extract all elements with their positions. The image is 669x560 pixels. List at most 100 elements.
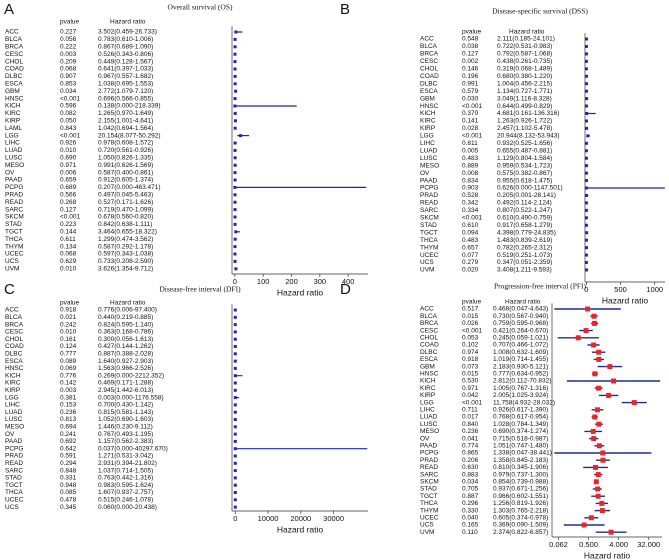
hazard-ratio-label: 0.440(0.219-0.885) bbox=[98, 314, 153, 321]
hazard-ratio-marker bbox=[584, 141, 588, 145]
p-value: 0.610 bbox=[462, 222, 479, 229]
p-value: 0.689 bbox=[60, 184, 77, 191]
row-label: KIRC bbox=[420, 385, 436, 392]
hazard-ratio-label: 0.959(0.534-1.723) bbox=[497, 162, 552, 169]
hazard-ratio-label: 0.519(0.251-1.073) bbox=[497, 252, 552, 259]
hazard-ratio-marker bbox=[233, 208, 237, 212]
hazard-ratio-marker bbox=[607, 364, 613, 370]
hazard-ratio-label: 0.605(0.374-0.978) bbox=[493, 515, 548, 522]
hazard-ratio-marker bbox=[595, 486, 601, 492]
row-label: LUSC bbox=[420, 421, 438, 428]
hazard-ratio-marker bbox=[233, 119, 237, 123]
hazard-ratio-marker bbox=[592, 414, 598, 420]
hazard-ratio-label: 1.446(0.230-9.112) bbox=[98, 424, 153, 431]
p-value: 0.690 bbox=[60, 155, 77, 162]
p-value: 0.142 bbox=[60, 380, 77, 387]
x-axis-label: Hazard ratio bbox=[584, 550, 631, 560]
hazard-ratio-label: 0.438(0.261-0.735) bbox=[497, 58, 552, 65]
x-tick-label: 0.062 bbox=[549, 540, 568, 549]
row-label: SARC bbox=[420, 207, 438, 214]
hazard-ratio-label: 11.758(4.932-28.032) bbox=[493, 399, 555, 406]
p-value: <0.001 bbox=[60, 132, 80, 139]
row-label: DLBC bbox=[420, 80, 438, 87]
p-value: <0.001 bbox=[462, 133, 482, 140]
hazard-ratio-marker bbox=[233, 82, 237, 86]
p-value: 0.008 bbox=[462, 170, 479, 177]
p-value: 0.840 bbox=[462, 421, 479, 428]
row-label: BRCA bbox=[5, 321, 24, 328]
hazard-ratio-marker bbox=[596, 421, 602, 427]
p-value: 0.843 bbox=[60, 125, 77, 132]
x-axis-label: Hazard ratio bbox=[277, 287, 324, 297]
x-tick-label: 500 bbox=[614, 285, 627, 294]
hazard-ratio-label: 20.154(8.077-50.292) bbox=[98, 132, 161, 139]
hazard-ratio-marker bbox=[584, 89, 588, 93]
row-label: PRAD bbox=[5, 192, 23, 199]
hazard-ratio-label: 0.319(0.068-1.489) bbox=[497, 66, 552, 73]
hazard-ratio-marker bbox=[233, 388, 237, 392]
hazard-ratio-marker bbox=[233, 323, 237, 327]
hazard-ratio-marker bbox=[233, 37, 237, 41]
p-value: 0.085 bbox=[60, 489, 77, 496]
hazard-ratio-marker bbox=[584, 82, 588, 86]
p-value: 0.206 bbox=[462, 457, 479, 464]
p-value: 0.692 bbox=[60, 438, 77, 445]
hazard-ratio-marker bbox=[584, 238, 588, 242]
hazard-ratio-label: 1.299(0.474-3.562) bbox=[98, 236, 153, 243]
p-value: 0.294 bbox=[60, 460, 77, 467]
hazard-ratio-label: 1.050(0.826-1.335) bbox=[98, 155, 153, 162]
hazard-ratio-marker bbox=[584, 67, 588, 71]
x-tick-label: 200 bbox=[285, 277, 298, 286]
row-label: STAD bbox=[420, 222, 437, 229]
p-value: 0.127 bbox=[462, 51, 479, 58]
row-label: ACC bbox=[420, 36, 434, 43]
panel-title: Disease-specific survival (DSS) bbox=[492, 7, 588, 16]
hazard-ratio-marker bbox=[233, 330, 237, 334]
hazard-ratio-marker bbox=[233, 97, 237, 101]
p-value: 0.010 bbox=[60, 147, 77, 154]
hazard-ratio-label: 1.019(0.714-1.455) bbox=[493, 356, 548, 363]
p-value: 0.056 bbox=[60, 36, 77, 43]
hazard-ratio-label: 2.812(0.112-70.832) bbox=[493, 378, 551, 385]
row-label: MESO bbox=[5, 162, 24, 169]
row-label: CESC bbox=[5, 329, 23, 336]
hazard-ratio-label: 1.256(0.819-1.926) bbox=[493, 500, 548, 507]
hazard-ratio-marker bbox=[596, 356, 602, 362]
hazard-ratio-marker bbox=[585, 97, 589, 101]
hazard-ratio-label: 2.374(0.822-6.857) bbox=[493, 529, 548, 536]
hazard-ratio-marker bbox=[584, 149, 588, 153]
p-value: 0.003 bbox=[60, 51, 77, 58]
row-label: MESO bbox=[420, 162, 439, 169]
p-value: 0.342 bbox=[462, 200, 479, 207]
hazard-ratio-label: 0.207(0.000-463.471) bbox=[98, 184, 161, 191]
p-value: 0.296 bbox=[462, 500, 479, 507]
hazard-ratio-label: 0.722(0.531-0.983) bbox=[497, 43, 552, 50]
hazard-ratio-label: 0.300(0.056-1.613) bbox=[98, 336, 153, 343]
hazard-ratio-label: 1.303(0.765-2.218) bbox=[493, 507, 548, 514]
panel-title: Overall survival (OS) bbox=[168, 3, 233, 12]
x-axis-label: Hazard ratio bbox=[277, 524, 324, 534]
hazard-ratio-label: 1.338(0.047-38.441) bbox=[493, 450, 552, 457]
p-value: 0.694 bbox=[60, 424, 77, 431]
hazard-ratio-marker bbox=[588, 515, 594, 521]
hazard-ratio-label: 0.575(0.382-0.867) bbox=[497, 170, 552, 177]
hazard-ratio-marker bbox=[599, 508, 605, 514]
p-value: 0.705 bbox=[462, 486, 479, 493]
p-value: 0.021 bbox=[60, 314, 77, 321]
hazard-ratio-label: 1.265(0.970-1.649) bbox=[98, 110, 153, 117]
hazard-ratio-marker bbox=[594, 407, 600, 413]
hazard-ratio-label: 0.492(0.114-2.124) bbox=[497, 200, 552, 207]
row-label: THCA bbox=[5, 489, 23, 496]
hazard-ratio-label: 1.008(0.632-1.609) bbox=[493, 349, 548, 356]
p-value: 0.971 bbox=[60, 162, 77, 169]
hazard-ratio-label: 0.932(0.525-1.656) bbox=[497, 140, 552, 147]
p-value: 0.196 bbox=[462, 73, 479, 80]
row-label: CHOL bbox=[5, 336, 23, 343]
hazard-ratio-marker bbox=[585, 306, 591, 312]
p-value: 0.236 bbox=[60, 409, 77, 416]
hazard-ratio-marker bbox=[584, 208, 588, 212]
row-label: UCS bbox=[420, 522, 434, 529]
p-value: 0.050 bbox=[60, 118, 77, 125]
p-value: 0.209 bbox=[60, 58, 77, 65]
row-label: OV bbox=[420, 435, 430, 442]
